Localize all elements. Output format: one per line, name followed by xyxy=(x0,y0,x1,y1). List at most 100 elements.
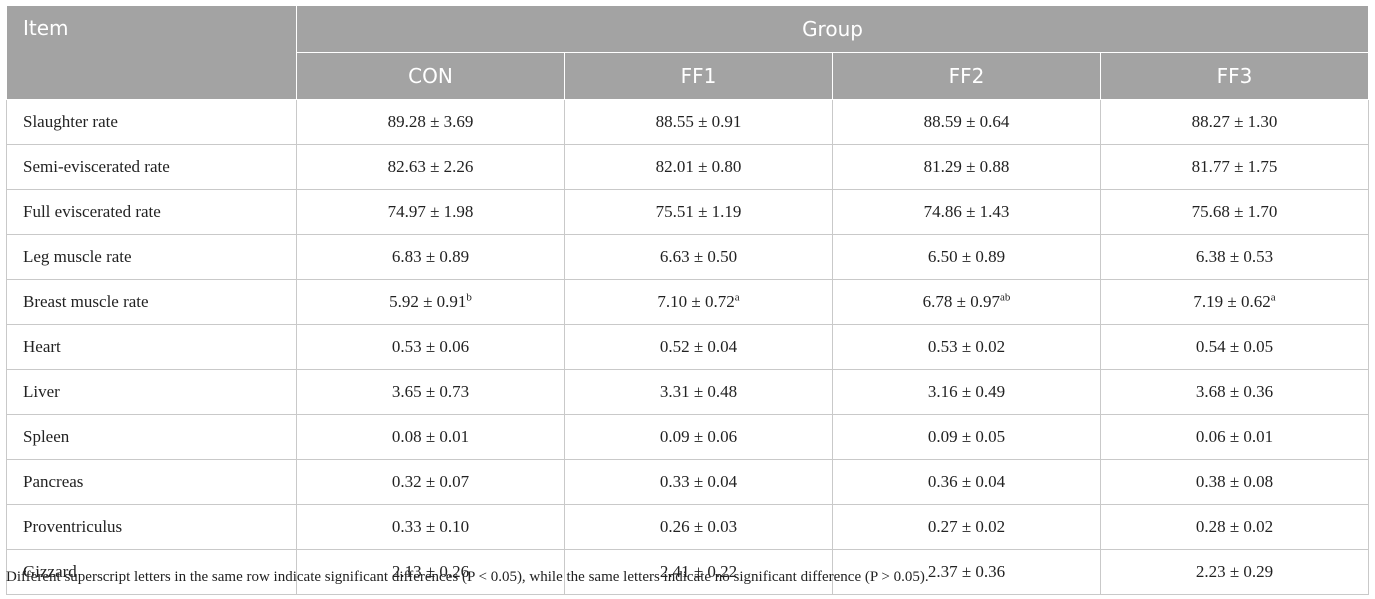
row-value-cell: 2.23 ± 0.29 xyxy=(1099,549,1370,595)
table-row: Semi-eviscerated rate 82.63 ± 2.26 82.01 ±… xyxy=(6,144,1370,190)
value-text: 75.68 ± 1.70 xyxy=(1191,202,1278,221)
value-text: 0.32 ± 0.07 xyxy=(391,472,470,491)
value-text: 75.51 ± 1.19 xyxy=(655,202,742,221)
row-value-cell: 75.68 ± 1.70 xyxy=(1099,189,1370,235)
row-value-cell: 2.13 ± 0.26 xyxy=(296,549,565,595)
value-text: 82.01 ± 0.80 xyxy=(655,157,742,176)
row-value-cell: 6.38 ± 0.53 xyxy=(1099,234,1370,280)
row-value-cell: 89.28 ± 3.69 xyxy=(296,99,565,145)
value-text: 0.53 ± 0.02 xyxy=(927,337,1006,356)
value-text: 3.16 ± 0.49 xyxy=(927,382,1006,401)
row-item-label: Liver xyxy=(6,369,297,415)
value-text: 0.26 ± 0.03 xyxy=(659,517,738,536)
value-text: 81.29 ± 0.88 xyxy=(923,157,1010,176)
value-text: 2.13 ± 0.26 xyxy=(391,562,470,581)
header-group-ff2: FF2 xyxy=(832,52,1101,100)
value-text: 6.83 ± 0.89 xyxy=(391,247,470,266)
row-value-cell: 0.54 ± 0.05 xyxy=(1099,324,1370,370)
row-value-cell: 0.08 ± 0.01 xyxy=(296,414,565,460)
value-text: 2.41 ± 0.22 xyxy=(659,562,738,581)
value-text: 0.28 ± 0.02 xyxy=(1195,517,1274,536)
row-value-cell: 7.19 ± 0.62a xyxy=(1099,279,1370,325)
header-row-top: Item Group xyxy=(6,5,1370,100)
value-text: 74.97 ± 1.98 xyxy=(387,202,474,221)
table-row: Spleen 0.08 ± 0.01 0.09 ± 0.06 0.09 ± 0.05 0… xyxy=(6,414,1370,460)
row-value-cell: 6.83 ± 0.89 xyxy=(296,234,565,280)
row-value-cell: 88.27 ± 1.30 xyxy=(1099,99,1370,145)
row-item-label: Slaughter rate xyxy=(6,99,297,145)
table-header: Item Group CON FF1 FF2 FF3 xyxy=(6,5,1370,100)
row-value-cell: 88.55 ± 0.91 xyxy=(564,99,833,145)
row-item-label: Pancreas xyxy=(6,459,297,505)
row-value-cell: 0.09 ± 0.05 xyxy=(832,414,1101,460)
table-row: Slaughter rate 89.28 ± 3.69 88.55 ± 0.91 88… xyxy=(6,99,1370,145)
row-value-cell: 81.77 ± 1.75 xyxy=(1099,144,1370,190)
value-text: 0.33 ± 0.04 xyxy=(659,472,738,491)
table-row: Liver 3.65 ± 0.73 3.31 ± 0.48 3.16 ± 0.49 3.… xyxy=(6,369,1370,415)
row-value-cell: 81.29 ± 0.88 xyxy=(832,144,1101,190)
row-value-cell: 0.52 ± 0.04 xyxy=(564,324,833,370)
value-text: 0.36 ± 0.04 xyxy=(927,472,1006,491)
value-text: 6.63 ± 0.50 xyxy=(659,247,738,266)
header-group: Group xyxy=(295,5,1370,53)
row-value-cell: 0.06 ± 0.01 xyxy=(1099,414,1370,460)
row-value-cell: 0.26 ± 0.03 xyxy=(564,504,833,550)
table-row: Leg muscle rate 6.83 ± 0.89 6.63 ± 0.50 6.5… xyxy=(6,234,1370,280)
value-text: 0.54 ± 0.05 xyxy=(1195,337,1274,356)
row-value-cell: 2.41 ± 0.22 xyxy=(564,549,833,595)
value-text: 2.37 ± 0.36 xyxy=(927,562,1006,581)
header-group-ff1: FF1 xyxy=(564,52,833,100)
value-text: 0.09 ± 0.05 xyxy=(927,427,1006,446)
value-text: 3.31 ± 0.48 xyxy=(659,382,738,401)
row-item-label: Full eviscerated rate xyxy=(6,189,297,235)
significance-letter: b xyxy=(466,291,472,304)
value-text: 0.08 ± 0.01 xyxy=(391,427,470,446)
table-row: Pancreas 0.32 ± 0.07 0.33 ± 0.04 0.36 ± 0.0… xyxy=(6,459,1370,505)
row-item-label: Leg muscle rate xyxy=(6,234,297,280)
row-value-cell: 0.53 ± 0.06 xyxy=(296,324,565,370)
row-item-label: Proventriculus xyxy=(6,504,297,550)
row-value-cell: 74.86 ± 1.43 xyxy=(832,189,1101,235)
value-text: 82.63 ± 2.26 xyxy=(387,157,474,176)
row-value-cell: 3.31 ± 0.48 xyxy=(564,369,833,415)
row-value-cell: 0.28 ± 0.02 xyxy=(1099,504,1370,550)
value-text: 88.55 ± 0.91 xyxy=(655,112,742,131)
table-row: Breast muscle rate 5.92 ± 0.91b 7.10 ± 0.7… xyxy=(6,279,1370,325)
row-value-cell: 0.32 ± 0.07 xyxy=(296,459,565,505)
row-value-cell: 88.59 ± 0.64 xyxy=(832,99,1101,145)
row-value-cell: 7.10 ± 0.72a xyxy=(564,279,833,325)
row-value-cell: 0.33 ± 0.04 xyxy=(564,459,833,505)
value-text: 6.78 ± 0.97 xyxy=(922,292,1000,311)
row-value-cell: 3.16 ± 0.49 xyxy=(832,369,1101,415)
row-value-cell: 2.37 ± 0.36 xyxy=(832,549,1101,595)
data-table-container: Item Group CON FF1 FF2 FF3 Slaughter rat… xyxy=(6,5,1370,595)
significance-letter: ab xyxy=(999,291,1011,304)
header-item: Item xyxy=(6,5,297,100)
row-value-cell: 6.63 ± 0.50 xyxy=(564,234,833,280)
value-text: 0.33 ± 0.10 xyxy=(391,517,470,536)
table-row: Full eviscerated rate 74.97 ± 1.98 75.51 ±… xyxy=(6,189,1370,235)
row-item-label: Heart xyxy=(6,324,297,370)
row-value-cell: 6.50 ± 0.89 xyxy=(832,234,1101,280)
row-value-cell: 0.53 ± 0.02 xyxy=(832,324,1101,370)
table-row: Heart 0.53 ± 0.06 0.52 ± 0.04 0.53 ± 0.02 0.… xyxy=(6,324,1370,370)
value-text: 81.77 ± 1.75 xyxy=(1191,157,1278,176)
row-value-cell: 0.27 ± 0.02 xyxy=(832,504,1101,550)
table-body: Slaughter rate 89.28 ± 3.69 88.55 ± 0.91 88… xyxy=(6,99,1370,595)
row-value-cell: 75.51 ± 1.19 xyxy=(564,189,833,235)
value-text: 6.50 ± 0.89 xyxy=(927,247,1006,266)
row-value-cell: 0.36 ± 0.04 xyxy=(832,459,1101,505)
row-value-cell: 5.92 ± 0.91b xyxy=(296,279,565,325)
value-text: 0.38 ± 0.08 xyxy=(1195,472,1274,491)
table-row: Gizzard 2.13 ± 0.26 2.41 ± 0.22 2.37 ± 0.36… xyxy=(6,549,1370,595)
row-value-cell: 3.65 ± 0.73 xyxy=(296,369,565,415)
value-text: 0.09 ± 0.06 xyxy=(659,427,738,446)
header-row-groups: CON FF1 FF2 FF3 xyxy=(7,52,1370,100)
value-text: 3.65 ± 0.73 xyxy=(391,382,470,401)
value-text: 88.27 ± 1.30 xyxy=(1191,112,1278,131)
table-row: Proventriculus 0.33 ± 0.10 0.26 ± 0.03 0.27… xyxy=(6,504,1370,550)
row-item-label: Spleen xyxy=(6,414,297,460)
value-text: 0.52 ± 0.04 xyxy=(659,337,738,356)
value-text: 7.19 ± 0.62 xyxy=(1193,292,1271,311)
row-item-label: Gizzard xyxy=(6,549,297,595)
